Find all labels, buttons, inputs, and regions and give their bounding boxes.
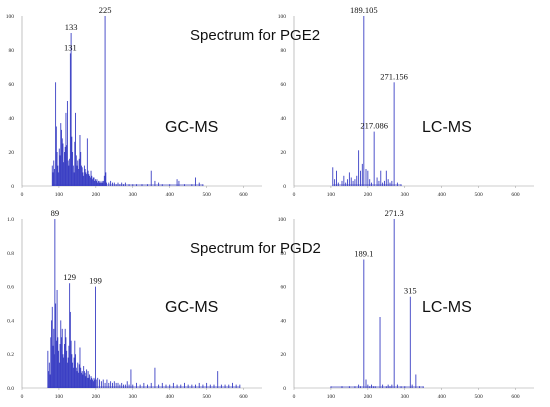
- y-tick-label: 80: [9, 48, 15, 54]
- x-tick-label: 200: [92, 192, 101, 198]
- x-tick-label: 0: [293, 394, 296, 400]
- method-label: LC-MS: [422, 119, 472, 136]
- pge2-title: Spectrum for PGE2: [190, 27, 320, 44]
- y-tick-label: 0: [283, 184, 286, 190]
- x-tick-label: 500: [474, 192, 483, 198]
- y-tick-label: 100: [278, 14, 287, 20]
- y-tick-label: 80: [281, 48, 287, 54]
- x-tick-label: 400: [438, 394, 447, 400]
- pge2-gcms-panel: 0 100 200 300 400 500 600 0 20 40 60 80 100 225 133 131…: [6, 5, 262, 198]
- x-tick-label: 0: [21, 192, 24, 198]
- x-tick-label: 200: [364, 394, 373, 400]
- peak-label: 129: [63, 272, 76, 282]
- x-tick-label: 600: [511, 192, 520, 198]
- peak-label: 131: [64, 42, 77, 52]
- y-tick-label: 40: [281, 318, 287, 324]
- x-tick-label: 300: [129, 394, 138, 400]
- x-tick-label: 600: [239, 394, 248, 400]
- y-tick-label: 40: [9, 116, 15, 122]
- y-tick-label: 0.4: [7, 318, 14, 324]
- y-tick-label: 20: [9, 150, 15, 156]
- y-tick-label: 0: [11, 184, 14, 190]
- peak-label: 189.105: [350, 5, 378, 15]
- peak-label: 133: [65, 22, 78, 32]
- method-label: GC-MS: [165, 299, 218, 316]
- method-label: LC-MS: [422, 299, 472, 316]
- y-tick-label: 100: [6, 14, 15, 20]
- y-tick-label: 0.2: [7, 352, 14, 358]
- y-tick-label: 0: [283, 386, 286, 392]
- y-tick-label: 0.0: [7, 386, 14, 392]
- peak-label: 271.156: [380, 71, 408, 81]
- x-tick-label: 100: [327, 394, 336, 400]
- peak-label: 271.3: [385, 208, 404, 218]
- y-tick-label: 60: [9, 82, 15, 88]
- y-tick-label: 100: [278, 217, 287, 223]
- x-tick-label: 0: [21, 394, 24, 400]
- x-tick-label: 100: [55, 394, 64, 400]
- peak-label: 189.1: [354, 249, 373, 259]
- method-label: GC-MS: [165, 119, 218, 136]
- y-tick-label: 60: [281, 82, 287, 88]
- x-tick-label: 600: [511, 394, 520, 400]
- peak-label: 217.086: [360, 121, 388, 131]
- x-tick-label: 300: [401, 394, 410, 400]
- x-tick-label: 400: [166, 394, 175, 400]
- y-tick-label: 20: [281, 150, 287, 156]
- x-tick-label: 600: [239, 192, 248, 198]
- pgd2-title: Spectrum for PGD2: [190, 240, 321, 257]
- x-tick-label: 500: [474, 394, 483, 400]
- x-tick-label: 300: [129, 192, 138, 198]
- baseline-noise: [332, 184, 402, 186]
- baseline-noise: [330, 386, 424, 388]
- pgd2-gcms-panel: 0 100 200 300 400 500 600 0.0 0.2 0.4 0.6 0.8 1.0 89 1…: [7, 208, 262, 400]
- pge2-lcms-panel: 0 100 200 300 400 500 600 0 20 40 60 80 100 189.105 27…: [278, 5, 534, 198]
- pgd2-lcms-panel: 0 100 200 300 400 500 600 0 20 40 60 80 100 189.1 271.…: [278, 208, 534, 400]
- x-tick-label: 0: [293, 192, 296, 198]
- y-tick-label: 40: [281, 116, 287, 122]
- x-tick-label: 100: [327, 192, 336, 198]
- y-tick-label: 20: [281, 352, 287, 358]
- x-tick-label: 200: [92, 394, 101, 400]
- x-tick-label: 300: [401, 192, 410, 198]
- peak-label: 89: [51, 208, 60, 218]
- x-tick-label: 400: [438, 192, 447, 198]
- y-tick-label: 1.0: [7, 217, 14, 223]
- y-tick-label: 0.6: [7, 285, 14, 291]
- x-tick-label: 500: [202, 394, 211, 400]
- peak-label: 225: [99, 5, 112, 15]
- x-tick-label: 200: [364, 192, 373, 198]
- baseline-noise: [52, 184, 203, 186]
- baseline-noise: [47, 386, 240, 388]
- peak-label: 199: [89, 276, 102, 286]
- x-tick-label: 500: [202, 192, 211, 198]
- peak-label: 315: [404, 286, 417, 296]
- y-tick-label: 80: [281, 251, 287, 257]
- x-tick-label: 100: [55, 192, 64, 198]
- x-tick-label: 400: [166, 192, 175, 198]
- y-tick-label: 60: [281, 285, 287, 291]
- y-tick-label: 0.8: [7, 251, 14, 257]
